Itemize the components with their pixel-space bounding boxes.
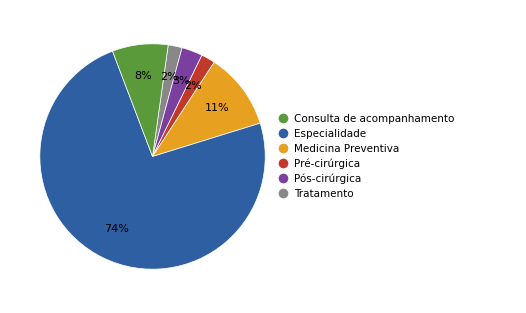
- Text: 11%: 11%: [205, 103, 230, 113]
- Wedge shape: [153, 45, 182, 156]
- Text: 2%: 2%: [160, 72, 178, 82]
- Wedge shape: [153, 55, 214, 156]
- Wedge shape: [153, 62, 260, 156]
- Text: 74%: 74%: [105, 224, 129, 234]
- Wedge shape: [113, 44, 168, 156]
- Text: 8%: 8%: [135, 71, 153, 81]
- Legend: Consulta de acompanhamento, Especialidade, Medicina Preventiva, Pré-cirúrgica, P: Consulta de acompanhamento, Especialidad…: [276, 110, 458, 203]
- Text: 3%: 3%: [173, 75, 190, 85]
- Text: 2%: 2%: [184, 81, 201, 91]
- Wedge shape: [40, 51, 265, 269]
- Wedge shape: [153, 48, 202, 156]
